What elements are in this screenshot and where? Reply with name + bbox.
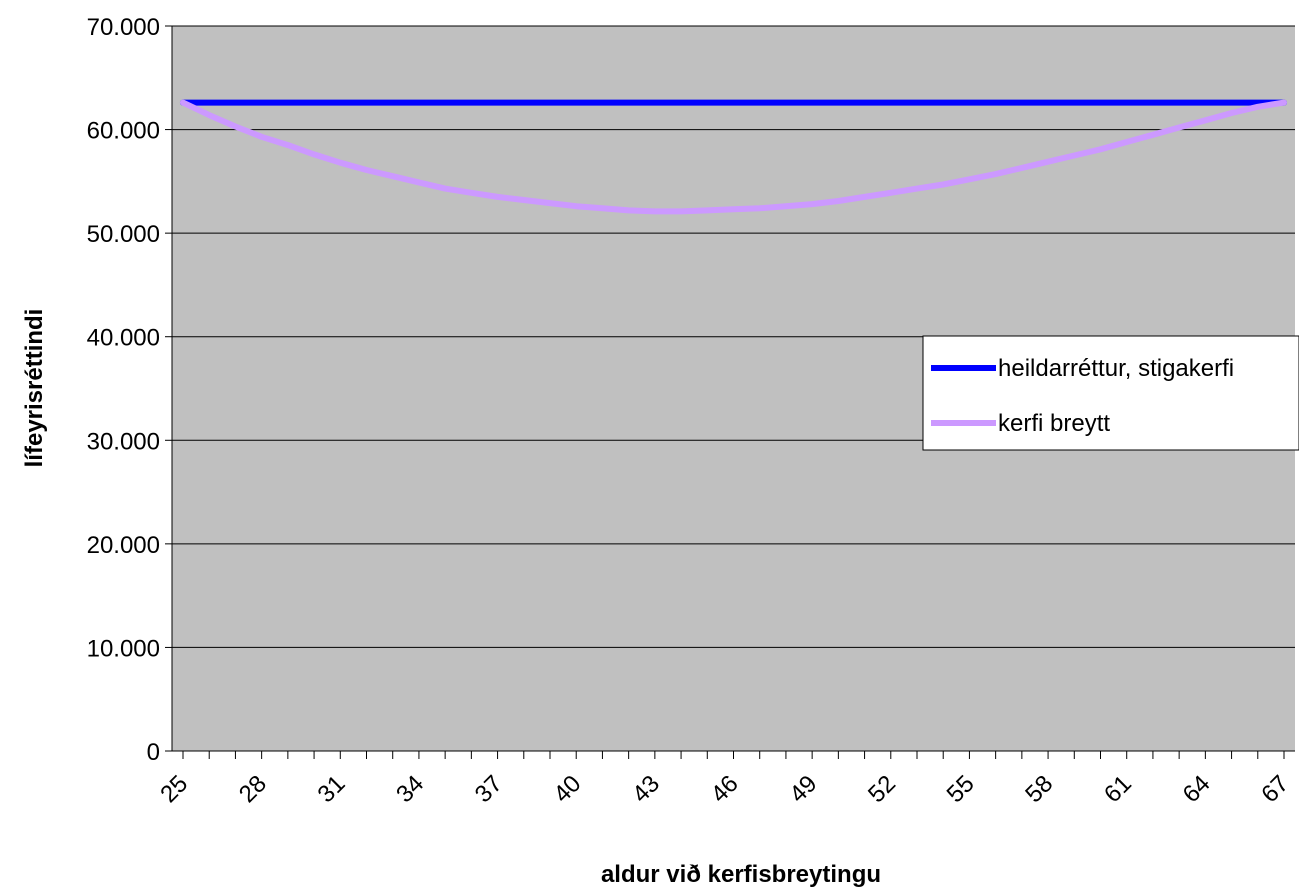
x-tick-label: 52 <box>863 770 901 808</box>
legend-label-kerfi-breytt: kerfi breytt <box>998 410 1110 437</box>
legend-box <box>922 335 1299 451</box>
axes <box>171 26 1295 752</box>
x-axis-ticks: 25 28 31 34 37 40 43 46 49 52 55 58 61 64 67 <box>155 751 1294 808</box>
gridlines <box>172 25 1295 648</box>
x-tick-label: 28 <box>234 770 272 808</box>
x-axis-title: aldur við kerfisbreytingu <box>601 861 881 888</box>
y-tick-label: 10.000 <box>87 635 160 662</box>
x-tick-label: 43 <box>627 770 665 808</box>
y-tick-label: 60.000 <box>87 118 160 145</box>
x-tick-label: 58 <box>1020 770 1058 808</box>
legend: heildarréttur, stigakerfi kerfi breytt <box>922 335 1299 451</box>
x-tick-label: 40 <box>548 770 586 808</box>
x-tick-label: 37 <box>470 770 508 808</box>
x-tick-label: 49 <box>784 770 822 808</box>
y-axis-ticks: 0 10.000 20.000 30.000 40.000 50.000 60.000 70.… <box>87 14 172 766</box>
y-tick-label: 50.000 <box>87 221 160 248</box>
y-axis-title: lífeyrisréttindi <box>21 309 48 468</box>
x-tick-label: 25 <box>155 770 193 808</box>
y-tick-label: 70.000 <box>87 14 160 41</box>
x-tick-label: 46 <box>706 770 744 808</box>
y-tick-label: 0 <box>147 739 160 766</box>
legend-label-heildarrettur: heildarréttur, stigakerfi <box>998 355 1234 382</box>
y-tick-label: 30.000 <box>87 428 160 455</box>
x-tick-label: 67 <box>1256 770 1294 808</box>
x-tick-label: 64 <box>1178 770 1216 808</box>
y-tick-label: 40.000 <box>87 325 160 352</box>
series-line-2 <box>180 99 1287 215</box>
x-tick-label: 34 <box>391 770 429 808</box>
x-tick-label: 31 <box>313 770 351 808</box>
x-tick-label: 55 <box>942 770 980 808</box>
x-tick-label: 61 <box>1099 770 1137 808</box>
y-tick-label: 20.000 <box>87 532 160 559</box>
series-lines <box>180 99 1287 215</box>
